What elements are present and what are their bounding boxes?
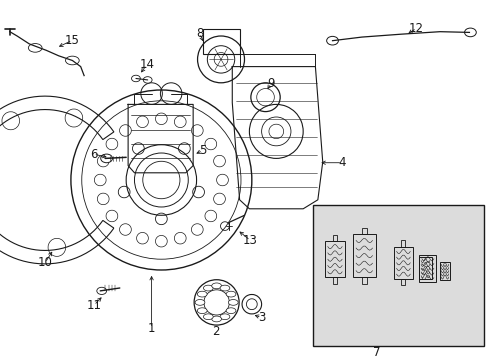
Ellipse shape (464, 28, 475, 37)
Bar (324, 241, 345, 277)
Ellipse shape (228, 300, 238, 305)
Ellipse shape (220, 285, 229, 291)
Text: 13: 13 (243, 234, 257, 247)
Ellipse shape (220, 314, 229, 320)
Bar (312, 205, 483, 346)
Ellipse shape (197, 308, 207, 314)
Bar (352, 234, 375, 277)
Text: 9: 9 (266, 77, 274, 90)
Bar (401, 279, 405, 285)
Ellipse shape (65, 56, 79, 65)
Text: 4: 4 (338, 156, 346, 169)
Text: 3: 3 (257, 311, 265, 324)
Ellipse shape (225, 308, 235, 314)
Ellipse shape (225, 291, 235, 297)
Ellipse shape (203, 314, 213, 320)
Bar (401, 240, 405, 247)
Ellipse shape (28, 44, 42, 52)
Text: 5: 5 (199, 144, 206, 157)
Text: 11: 11 (86, 299, 101, 312)
Bar (361, 228, 366, 234)
Text: 2: 2 (212, 325, 220, 338)
Ellipse shape (131, 75, 140, 82)
Bar (419, 257, 431, 279)
Bar (419, 255, 436, 282)
Text: 7: 7 (372, 346, 380, 359)
Text: 15: 15 (65, 34, 80, 47)
Bar (332, 277, 336, 284)
Ellipse shape (143, 77, 152, 83)
Bar (439, 262, 449, 280)
Text: 8: 8 (195, 27, 203, 40)
Bar (203, 29, 239, 54)
Ellipse shape (101, 154, 112, 163)
Text: 10: 10 (38, 256, 52, 269)
Ellipse shape (203, 285, 213, 291)
Ellipse shape (326, 36, 338, 45)
Bar (332, 235, 336, 241)
Ellipse shape (197, 291, 207, 297)
Bar (361, 277, 366, 284)
Text: 12: 12 (408, 22, 423, 35)
Ellipse shape (97, 287, 106, 294)
Text: 1: 1 (147, 322, 155, 335)
Ellipse shape (211, 283, 221, 289)
Bar (393, 247, 412, 279)
Ellipse shape (211, 316, 221, 322)
Text: 14: 14 (139, 58, 154, 71)
Ellipse shape (195, 300, 204, 305)
Text: 6: 6 (89, 148, 97, 161)
